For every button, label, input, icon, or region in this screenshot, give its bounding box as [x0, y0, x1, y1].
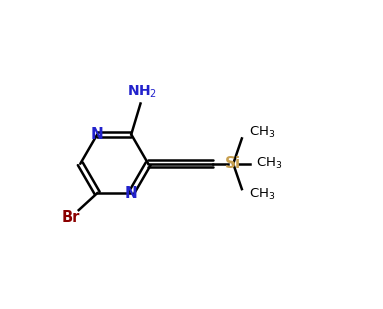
Text: CH$_3$: CH$_3$	[249, 187, 275, 202]
Text: CH$_3$: CH$_3$	[256, 156, 283, 171]
Text: Si: Si	[225, 156, 241, 171]
Text: N: N	[91, 127, 104, 142]
Text: CH$_3$: CH$_3$	[249, 125, 275, 140]
Text: N: N	[125, 186, 137, 201]
Text: NH$_2$: NH$_2$	[127, 83, 157, 100]
Text: Br: Br	[62, 210, 80, 225]
